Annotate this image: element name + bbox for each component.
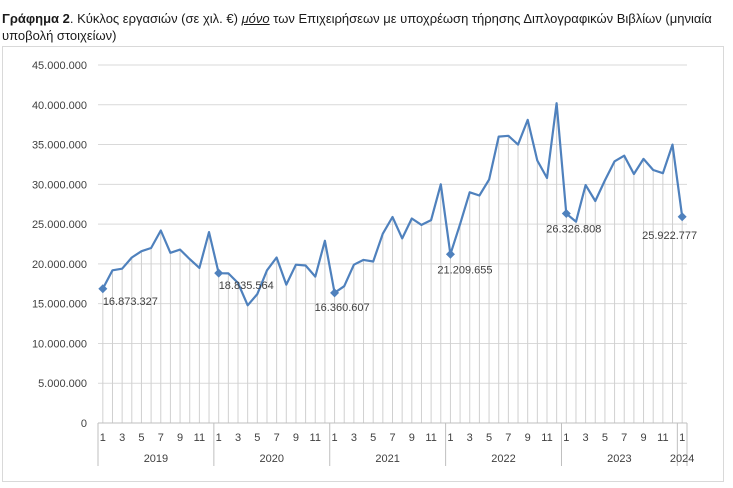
x-tick-label: 1 xyxy=(563,432,569,444)
year-label: 2022 xyxy=(491,453,515,465)
x-tick-label: 5 xyxy=(486,432,492,444)
x-tick-label: 11 xyxy=(194,432,205,444)
chart-caption: Γράφημα 2. Κύκλος εργασιών (σε χιλ. €) μ… xyxy=(2,10,727,44)
year-label: 2020 xyxy=(260,453,284,465)
x-tick-label: 9 xyxy=(640,432,646,444)
x-tick-label: 11 xyxy=(541,432,552,444)
x-tick-label: 9 xyxy=(293,432,299,444)
caption-part1: . Κύκλος εργασιών (σε χιλ. €) xyxy=(69,11,242,26)
x-tick-label: 5 xyxy=(370,432,376,444)
data-point-marker xyxy=(214,268,224,278)
x-tick-label: 1 xyxy=(679,432,685,444)
x-tick-label: 11 xyxy=(425,432,436,444)
x-tick-label: 5 xyxy=(138,432,144,444)
x-tick-label: 9 xyxy=(177,432,183,444)
x-tick-label: 1 xyxy=(332,432,338,444)
data-label: 25.922.777 xyxy=(642,230,697,242)
data-label: 21.209.655 xyxy=(437,264,492,276)
x-tick-label: 1 xyxy=(447,432,453,444)
data-label-layer: 16.873.327 18.835.564 16.360.607 21.209.655… xyxy=(103,224,697,314)
y-tick-label: 10.000.000 xyxy=(32,338,87,350)
data-label: 16.873.327 xyxy=(103,296,158,308)
y-tick-label: 5.000.000 xyxy=(38,378,87,390)
data-point-marker xyxy=(677,212,687,222)
y-tick-label: 35.000.000 xyxy=(32,140,87,152)
x-tick-label: 3 xyxy=(351,432,357,444)
x-tick-label: 7 xyxy=(158,432,164,444)
x-tick-label: 1 xyxy=(100,432,106,444)
drop-lines xyxy=(102,103,683,423)
series-layer xyxy=(101,102,684,307)
year-label: 2021 xyxy=(375,453,399,465)
chart-frame xyxy=(2,46,724,482)
x-tick-label: 7 xyxy=(505,432,511,444)
data-label: 26.326.808 xyxy=(546,224,601,236)
caption-lead: Γράφημα 2 xyxy=(2,11,70,26)
x-tick-label: 9 xyxy=(525,432,531,444)
caption-part2: των Επιχειρήσεων με υποχρέωση τήρησης Δι… xyxy=(2,11,712,43)
data-point-marker xyxy=(98,284,108,294)
x-tick-label: 1 xyxy=(216,432,222,444)
data-point-marker xyxy=(330,288,340,298)
x-tick-label: 3 xyxy=(119,432,125,444)
y-tick-label: 15.000.000 xyxy=(32,299,87,311)
x-tick-label: 9 xyxy=(409,432,415,444)
y-tick-label: 25.000.000 xyxy=(32,219,87,231)
data-label: 16.360.607 xyxy=(315,302,370,314)
x-tick-label: 3 xyxy=(235,432,241,444)
x-tick-label: 11 xyxy=(310,432,321,444)
x-tick-label: 3 xyxy=(467,432,473,444)
y-tick-label: 20.000.000 xyxy=(32,259,87,271)
caption-emphasis: μόνο xyxy=(241,11,270,26)
series-line xyxy=(101,102,684,307)
y-tick-label: 45.000.000 xyxy=(32,60,87,72)
year-label: 2019 xyxy=(144,453,168,465)
x-tick-label: 3 xyxy=(583,432,589,444)
data-point-marker xyxy=(561,209,571,219)
y-tick-label: 0 xyxy=(81,418,87,430)
year-label: 2024 xyxy=(670,453,694,465)
x-tick-label: 5 xyxy=(602,432,608,444)
x-tick-label: 11 xyxy=(657,432,668,444)
y-tick-label: 40.000.000 xyxy=(32,100,87,112)
year-label: 2023 xyxy=(607,453,631,465)
x-tick-label: 7 xyxy=(274,432,280,444)
marker-layer xyxy=(98,209,687,298)
data-label: 18.835.564 xyxy=(219,280,274,292)
x-tick-label: 5 xyxy=(254,432,260,444)
x-tick-label: 7 xyxy=(621,432,627,444)
data-point-marker xyxy=(445,249,455,259)
axes: 0 5.000.000 10.000.000 15.000.000 20.000.000… xyxy=(32,60,694,466)
x-tick-label: 7 xyxy=(389,432,395,444)
y-tick-label: 30.000.000 xyxy=(32,179,87,191)
